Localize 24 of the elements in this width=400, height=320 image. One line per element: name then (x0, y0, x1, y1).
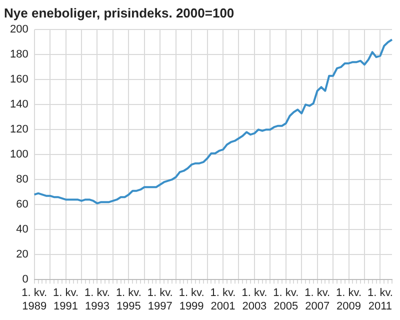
y-tick-label: 200 (10, 24, 28, 36)
y-tick-label: 60 (16, 198, 28, 211)
x-tick-label: 1. kv. 1989 (22, 287, 48, 312)
y-tick-label: 80 (16, 174, 28, 186)
y-tick-label: 20 (16, 248, 28, 261)
y-tick-label: 160 (10, 74, 28, 86)
x-tick-label: 1. kv. 1993 (84, 287, 110, 312)
y-tick-label: 180 (10, 48, 28, 61)
y-tick-label: 120 (10, 124, 28, 136)
y-tick-label: 100 (10, 148, 28, 161)
x-tick-label: 1. kv. 1999 (178, 287, 204, 312)
chart-title: Nye eneboliger, prisindeks. 2000=100 (4, 5, 234, 20)
x-tick-label: 1. kv. 2011 (367, 287, 393, 312)
x-tick-label: 1. kv. 2007 (304, 287, 330, 312)
y-tick-label: 140 (10, 98, 28, 111)
x-tick-label: 1. kv. 2003 (242, 287, 268, 312)
y-tick-label: 0 (22, 274, 28, 286)
x-tick-label: 1. kv. 2005 (273, 287, 299, 312)
x-tick-label: 1. kv. 1997 (147, 287, 173, 312)
x-tick-label: 1. kv. 2009 (336, 287, 362, 312)
x-tick-label: 1. kv. 1995 (116, 287, 142, 312)
y-tick-label: 40 (16, 224, 28, 236)
x-tick-label: 1. kv. 2001 (210, 287, 236, 312)
x-tick-label: 1. kv. 1991 (53, 287, 79, 312)
